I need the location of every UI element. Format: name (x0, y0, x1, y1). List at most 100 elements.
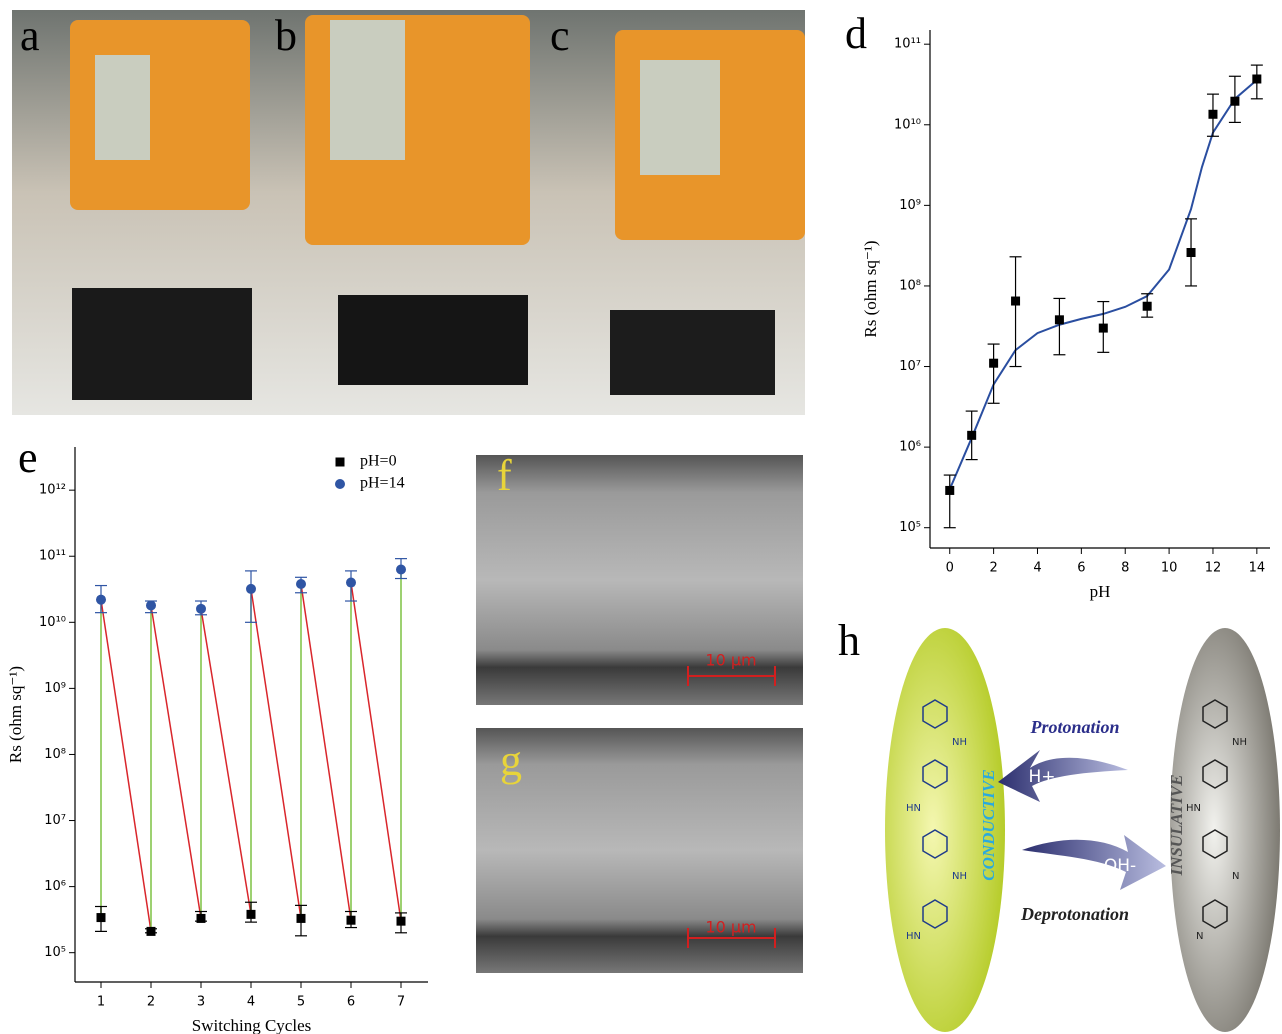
y-tick-label: 10⁹ (899, 198, 921, 213)
panel-label: b (275, 11, 297, 60)
sem-image (476, 455, 803, 705)
switch-down (100, 599, 152, 932)
atom-label: HN (906, 931, 921, 942)
switch-down (150, 605, 202, 919)
structure (922, 699, 948, 929)
panel-label: f (497, 451, 512, 500)
atom-label: NH (952, 737, 967, 748)
atom-label: NH (1232, 737, 1247, 748)
point (296, 579, 306, 590)
point (246, 583, 256, 594)
conductive-label: CONDUCTIVE (979, 769, 998, 880)
x-axis-title: Switching Cycles (192, 1016, 311, 1034)
panel-label: e (18, 433, 38, 482)
y-tick-label: 10¹² (39, 483, 66, 498)
y-axis-title: Rs (ohm sq⁻¹) (6, 666, 25, 763)
point (1252, 74, 1262, 84)
panel-label: a (20, 11, 40, 60)
y-tick-label: 10⁶ (44, 879, 66, 894)
insulative-label: INSULATIVE (1167, 774, 1186, 876)
point (1054, 315, 1064, 325)
point (1142, 301, 1152, 311)
point (1208, 109, 1218, 119)
panel-label: c (550, 11, 570, 60)
atom-label: N (1232, 871, 1239, 882)
arrow (1022, 835, 1166, 890)
x-tick-label: 2 (989, 561, 997, 576)
x-tick-label: 4 (247, 995, 255, 1010)
x-tick-label: 14 (1249, 561, 1266, 576)
x-tick-label: 6 (1077, 561, 1085, 576)
point (967, 430, 977, 440)
point (146, 926, 156, 936)
sem-image (476, 728, 803, 973)
atom-label: NH (952, 871, 967, 882)
panel-label: g (500, 736, 522, 785)
fabric (72, 288, 252, 400)
y-tick-label: 10⁷ (44, 813, 66, 828)
point (96, 594, 106, 605)
y-tick-label: 10¹¹ (894, 37, 921, 52)
point (196, 603, 206, 614)
x-tick-label: 12 (1205, 561, 1222, 576)
panel-label: h (838, 616, 860, 665)
fabric (610, 310, 775, 395)
x-tick-label: 7 (397, 995, 405, 1010)
ion-label: H+ (1028, 767, 1055, 787)
point (96, 913, 106, 923)
point (196, 913, 206, 923)
display (95, 55, 150, 160)
x-tick-label: 5 (297, 995, 305, 1010)
y-tick-label: 10¹¹ (39, 549, 66, 564)
y-tick-label: 10⁵ (899, 520, 921, 535)
x-tick-label: 8 (1121, 561, 1129, 576)
y-axis-title: Rs (ohm sq⁻¹) (861, 240, 880, 337)
point (146, 600, 156, 611)
point (396, 564, 406, 575)
structure (1202, 699, 1228, 929)
fabric (338, 295, 528, 385)
point (1098, 323, 1108, 333)
x-tick-label: 6 (347, 995, 355, 1010)
switch-down (350, 582, 402, 922)
y-tick-label: 10⁵ (44, 945, 66, 960)
x-tick-label: 3 (197, 995, 205, 1010)
switch-down (200, 608, 252, 915)
conductive-ellipse (885, 628, 1005, 1032)
y-tick-label: 10⁸ (44, 747, 66, 762)
y-tick-label: 10⁸ (899, 278, 921, 293)
legend-marker (335, 457, 345, 467)
y-tick-label: 10⁹ (44, 681, 66, 696)
point (989, 358, 999, 368)
panel-label: d (845, 9, 867, 58)
x-tick-label: 2 (147, 995, 155, 1010)
x-tick-label: 0 (946, 561, 954, 576)
switch-down (250, 588, 302, 919)
display (330, 20, 405, 160)
fit-line (948, 79, 1258, 490)
atom-label: HN (1186, 803, 1201, 814)
x-tick-label: 4 (1033, 561, 1041, 576)
atom-label: N (1196, 931, 1203, 942)
y-tick-label: 10¹⁰ (894, 117, 921, 132)
y-tick-label: 10⁷ (899, 359, 921, 374)
x-tick-label: 10 (1161, 561, 1178, 576)
switch-down (300, 583, 352, 921)
point (1230, 96, 1240, 106)
legend-label: pH=0 (360, 453, 397, 470)
insulative-ellipse (1170, 628, 1280, 1032)
point (296, 913, 306, 923)
y-tick-label: 10¹⁰ (39, 615, 66, 630)
legend-label: pH=14 (360, 475, 405, 492)
atom-label: HN (906, 803, 921, 814)
point (1186, 248, 1196, 258)
x-tick-label: 1 (97, 995, 105, 1010)
ion-label: OH- (1104, 856, 1136, 876)
display (640, 60, 720, 175)
sem-panels: f g 10 μm 10 μm (476, 451, 803, 973)
diagram: h NH HN NH HN NH HN N N CONDUCTIVE INSUL… (838, 616, 1280, 1032)
point (945, 485, 955, 495)
point (246, 909, 256, 919)
y-tick-label: 10⁶ (899, 440, 921, 455)
